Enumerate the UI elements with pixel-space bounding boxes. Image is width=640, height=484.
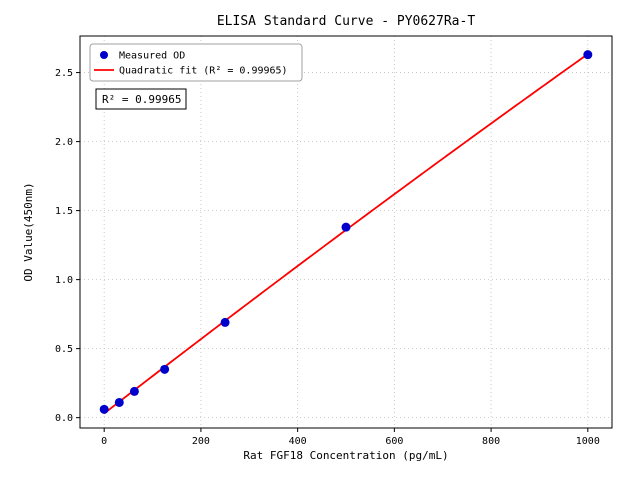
data-point xyxy=(583,50,593,60)
y-tick-label: 0.5 xyxy=(55,344,73,355)
data-point xyxy=(114,397,124,407)
legend: Measured OD Quadratic fit (R² = 0.99965) xyxy=(89,43,303,82)
data-point xyxy=(99,404,109,414)
x-tick-label: 200 xyxy=(192,436,210,447)
x-tick-label: 600 xyxy=(385,436,403,447)
legend-box xyxy=(89,43,303,82)
y-tick-label: 1.0 xyxy=(55,275,73,286)
x-axis-label: Rat FGF18 Concentration (pg/mL) xyxy=(243,449,448,462)
data-layer xyxy=(99,50,593,415)
chart-title: ELISA Standard Curve - PY0627Ra-T xyxy=(217,14,475,29)
y-tick-label: 1.5 xyxy=(55,206,73,217)
legend-label-quadratic-fit: Quadratic fit (R² = 0.99965) xyxy=(119,66,288,77)
x-tick-label: 400 xyxy=(289,436,307,447)
legend-marker-measured-od-icon xyxy=(100,51,108,59)
y-tick-label: 2.0 xyxy=(55,137,73,148)
y-axis-label: OD Value(450nm) xyxy=(22,182,35,281)
data-point xyxy=(220,317,230,327)
data-point xyxy=(341,222,351,232)
axes-layer: 0 200 400 600 800 1000 0.0 0.5 1.0 1.5 2.0 2.5 xyxy=(55,35,613,447)
x-tick-label: 800 xyxy=(482,436,500,447)
data-point xyxy=(160,364,170,374)
annotation-text: R² = 0.99965 xyxy=(102,93,181,106)
x-tick-label: 0 xyxy=(101,436,107,447)
annotation-box xyxy=(95,88,187,110)
r-squared-annotation: R² = 0.99965 xyxy=(95,88,187,110)
x-tick-label: 1000 xyxy=(576,436,600,447)
data-point xyxy=(129,386,139,396)
legend-label-measured-od: Measured OD xyxy=(119,51,185,62)
axes-frame xyxy=(79,35,613,429)
y-tick-label: 0.0 xyxy=(55,413,73,424)
y-tick-label: 2.5 xyxy=(55,68,73,79)
